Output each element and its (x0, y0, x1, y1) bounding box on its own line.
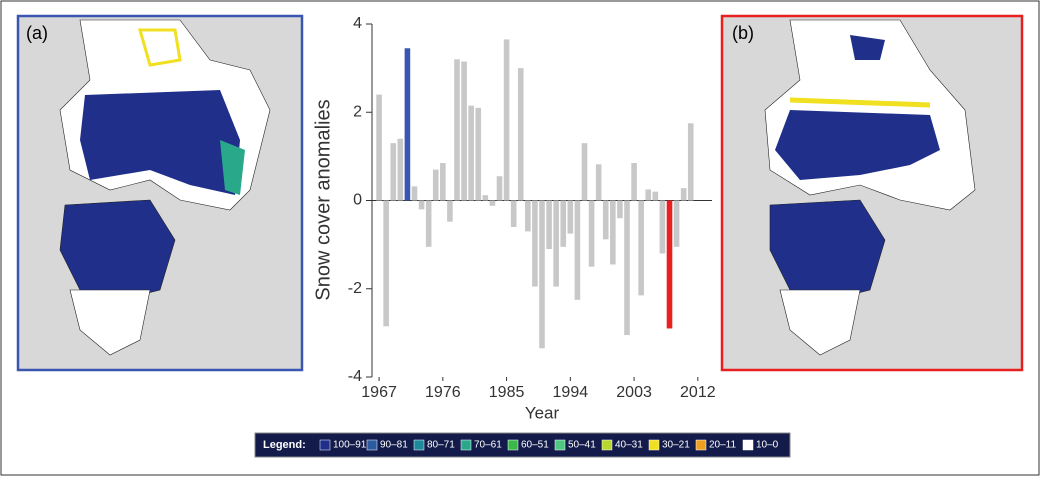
bar (588, 200, 595, 267)
bar (581, 143, 588, 201)
bar (525, 200, 531, 232)
map-b (720, 14, 1024, 372)
bar (645, 189, 652, 201)
bar (617, 200, 623, 219)
x-tick-label: 1976 (425, 384, 461, 401)
bar (503, 39, 510, 201)
bar (411, 186, 418, 201)
bar (383, 200, 389, 327)
bar (517, 68, 524, 201)
bar (489, 200, 496, 206)
bar (638, 200, 644, 296)
bar (602, 200, 609, 240)
y-axis-label: Snow cover anomalies (312, 99, 334, 300)
bar (560, 200, 567, 247)
legend-swatch (413, 439, 425, 451)
bar (631, 162, 637, 201)
panel-label: (a) (26, 23, 48, 43)
bar (482, 195, 489, 201)
legend-label: 10–0 (756, 440, 779, 451)
bar (659, 200, 666, 254)
bar (496, 176, 503, 201)
bar (652, 191, 659, 201)
bar (390, 143, 397, 201)
x-tick-label: 1985 (489, 384, 525, 401)
bar (553, 200, 559, 287)
bar (567, 200, 574, 234)
legend-swatch (554, 439, 566, 451)
panel-label: (b) (732, 23, 754, 43)
legend-swatch (366, 439, 378, 451)
y-tick-label: 4 (353, 15, 362, 32)
bar (687, 123, 694, 201)
bar (461, 61, 467, 201)
bar (510, 200, 517, 227)
legend-label: 20–11 (709, 440, 737, 451)
bar (624, 200, 630, 336)
bar (475, 107, 482, 201)
bar (532, 200, 538, 287)
bar-chart: -4 -2 0 2 4 1967 1976 1985 1994 2003 2012 (348, 15, 716, 401)
bar (447, 200, 453, 222)
legend: Legend: 100–91 90–81 80–71 70–61 60–51 50–41 40… (254, 432, 791, 458)
y-tick-label: 2 (353, 103, 362, 120)
legend-swatch (648, 439, 660, 451)
map-a (16, 14, 304, 372)
legend-swatch (507, 439, 519, 451)
x-tick-label: 2003 (616, 384, 652, 401)
bar (539, 200, 545, 349)
bar (418, 200, 425, 210)
bar (376, 94, 382, 201)
bar (432, 169, 439, 201)
bar (454, 59, 460, 201)
legend-label: 40–31 (615, 440, 643, 451)
legend-title: Legend: (263, 439, 306, 451)
bar (404, 48, 411, 201)
legend-swatch (695, 439, 707, 451)
x-axis-label: Year (525, 403, 560, 422)
y-tick-label: -2 (348, 280, 362, 297)
legend-label: 30–21 (662, 440, 690, 451)
bar (680, 188, 687, 201)
bar (666, 200, 673, 329)
bar (468, 105, 474, 201)
bar (440, 162, 446, 201)
bar (397, 138, 404, 201)
legend-label: 50–41 (568, 440, 596, 451)
bar (425, 200, 432, 247)
bar (673, 200, 680, 247)
legend-swatch (460, 439, 472, 451)
legend-swatch (319, 439, 331, 451)
legend-label: 60–51 (521, 440, 549, 451)
legend-label: 70–61 (474, 440, 502, 451)
legend-label: 90–81 (380, 440, 408, 451)
bar (574, 200, 581, 300)
y-tick-label: 0 (353, 192, 362, 209)
x-tick-label: 2012 (680, 384, 716, 401)
y-tick-label: -4 (348, 368, 362, 385)
legend-swatch (601, 439, 613, 451)
bar (546, 200, 552, 250)
x-tick-label: 1994 (553, 384, 589, 401)
bar (595, 164, 602, 201)
x-tick-label: 1967 (361, 384, 397, 401)
legend-label: 100–91 (333, 440, 367, 451)
legend-swatch (742, 439, 754, 451)
legend-label: 80–71 (427, 440, 455, 451)
bar (610, 200, 616, 265)
